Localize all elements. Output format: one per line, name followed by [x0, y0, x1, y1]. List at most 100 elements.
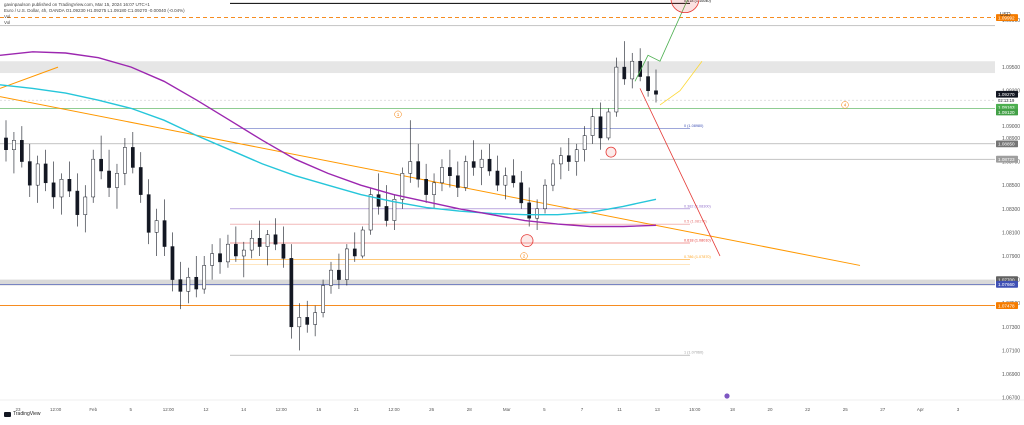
- x-tick-label: 11: [617, 407, 622, 412]
- countdown-label: 02:13:19: [998, 98, 1015, 103]
- candle-body: [75, 190, 80, 215]
- candle-body: [297, 317, 302, 328]
- price-badge-label: 1.09163: [998, 105, 1015, 110]
- candle-body: [313, 312, 317, 325]
- candle-body: [535, 208, 539, 219]
- yellow-projection: [659, 60, 703, 106]
- candle-body: [123, 147, 127, 174]
- candle-body: [487, 158, 492, 172]
- chart-header: gavinpaulson published on TradingView.co…: [4, 2, 185, 26]
- candle-body: [360, 229, 365, 257]
- price-badge-label: 1.07700: [998, 277, 1015, 282]
- wave-label: 1: [397, 112, 400, 117]
- price-badge: [996, 14, 1018, 21]
- price-badge: [996, 155, 1018, 163]
- fib-label: 0.5 (1.08170): [684, 220, 707, 224]
- candle-body: [107, 170, 111, 188]
- x-tick-label: Apr: [917, 407, 925, 412]
- candle-body: [559, 155, 563, 165]
- candle-body: [345, 248, 349, 280]
- currency-label: USD: [1000, 12, 1011, 18]
- candle-body: [614, 66, 619, 113]
- candle-body: [241, 249, 246, 257]
- candle-body: [162, 220, 167, 247]
- candle-body: [234, 243, 238, 257]
- candle-body: [273, 234, 278, 245]
- symbol-line: Euro / U.S. Dollar, 4h, OANDA O1.09230 H…: [4, 8, 185, 13]
- candle-body: [202, 265, 207, 290]
- candle-body: [416, 161, 421, 180]
- candle-body: [138, 167, 143, 195]
- candle-body: [551, 163, 555, 186]
- candle-body: [210, 253, 214, 266]
- x-tick-label: 13: [655, 407, 661, 412]
- candle-body: [186, 276, 191, 292]
- candle-body: [83, 196, 88, 215]
- price-badge: [996, 90, 1018, 98]
- candle-body: [463, 161, 468, 188]
- x-tick-label: 14: [241, 407, 247, 412]
- fib-label: 0.382 (1.08300): [684, 204, 712, 208]
- wave-label: 2: [523, 254, 526, 259]
- low-circle: [605, 146, 617, 158]
- x-tick-label: 12:00: [276, 407, 288, 412]
- candle-body: [352, 248, 357, 257]
- y-tick-label: 1.07100: [1002, 348, 1020, 354]
- fib-label: 0.618 (1.10040): [684, 0, 712, 3]
- red-projection: [639, 88, 721, 257]
- x-tick-label: 15:00: [689, 407, 701, 412]
- wave-label-circle: [520, 252, 528, 260]
- fib-label: 0.618 (1.08010): [684, 239, 712, 243]
- y-tick-label: 1.09500: [1002, 65, 1020, 71]
- tradingview-brand[interactable]: TradingView: [4, 411, 41, 417]
- candle-body: [440, 167, 444, 184]
- candle-body: [448, 167, 452, 176]
- resistance-zone: [0, 61, 995, 74]
- candle-body: [226, 243, 230, 263]
- candle-body: [35, 163, 40, 186]
- price-badge-label: 1.08850: [998, 142, 1015, 147]
- brand-name: TradingView: [13, 411, 41, 417]
- candle-body: [281, 243, 286, 259]
- x-tick-label: 12: [203, 407, 209, 412]
- fib-label: 0 (1.08980): [684, 124, 704, 128]
- candle-body: [194, 276, 199, 290]
- candle-body: [479, 158, 484, 168]
- x-tick-label: 25: [843, 407, 849, 412]
- wave-label: 4: [844, 103, 847, 108]
- candle-body: [574, 149, 579, 162]
- x-tick-label: 20: [767, 407, 773, 412]
- candle-body: [305, 317, 310, 325]
- candle-body: [257, 238, 262, 247]
- x-tick-label: 7: [581, 407, 584, 412]
- candle-body: [329, 269, 333, 286]
- candle-body: [4, 137, 8, 150]
- candle-body: [503, 175, 508, 186]
- y-tick-label: 1.08300: [1002, 207, 1020, 213]
- candle-body: [154, 220, 159, 233]
- orange-trendline: [0, 96, 861, 266]
- candle-body: [178, 279, 183, 292]
- candle-body: [646, 76, 650, 91]
- event-marker-icon: [724, 393, 730, 399]
- candle-body: [384, 206, 389, 221]
- price-badge-label: 1.09120: [998, 110, 1015, 115]
- candle-body: [543, 184, 547, 210]
- wave-2-circle: [520, 234, 534, 248]
- candle-body: [20, 140, 24, 162]
- candle-body: [146, 194, 151, 233]
- wave-label-circle: [394, 110, 402, 118]
- ema-fast-line: [0, 84, 657, 216]
- candle-body: [630, 60, 635, 80]
- candle-body: [598, 116, 603, 139]
- x-tick-label: 18: [730, 407, 736, 412]
- candle-body: [51, 182, 56, 198]
- candle-body: [424, 179, 428, 195]
- candle-body: [622, 66, 627, 80]
- wave-label-circle: [841, 101, 849, 109]
- tradingview-logo-icon: [4, 411, 11, 417]
- x-tick-label: 3: [957, 407, 960, 412]
- green-projection: [634, 0, 688, 82]
- x-tick-label: Mar: [503, 407, 511, 412]
